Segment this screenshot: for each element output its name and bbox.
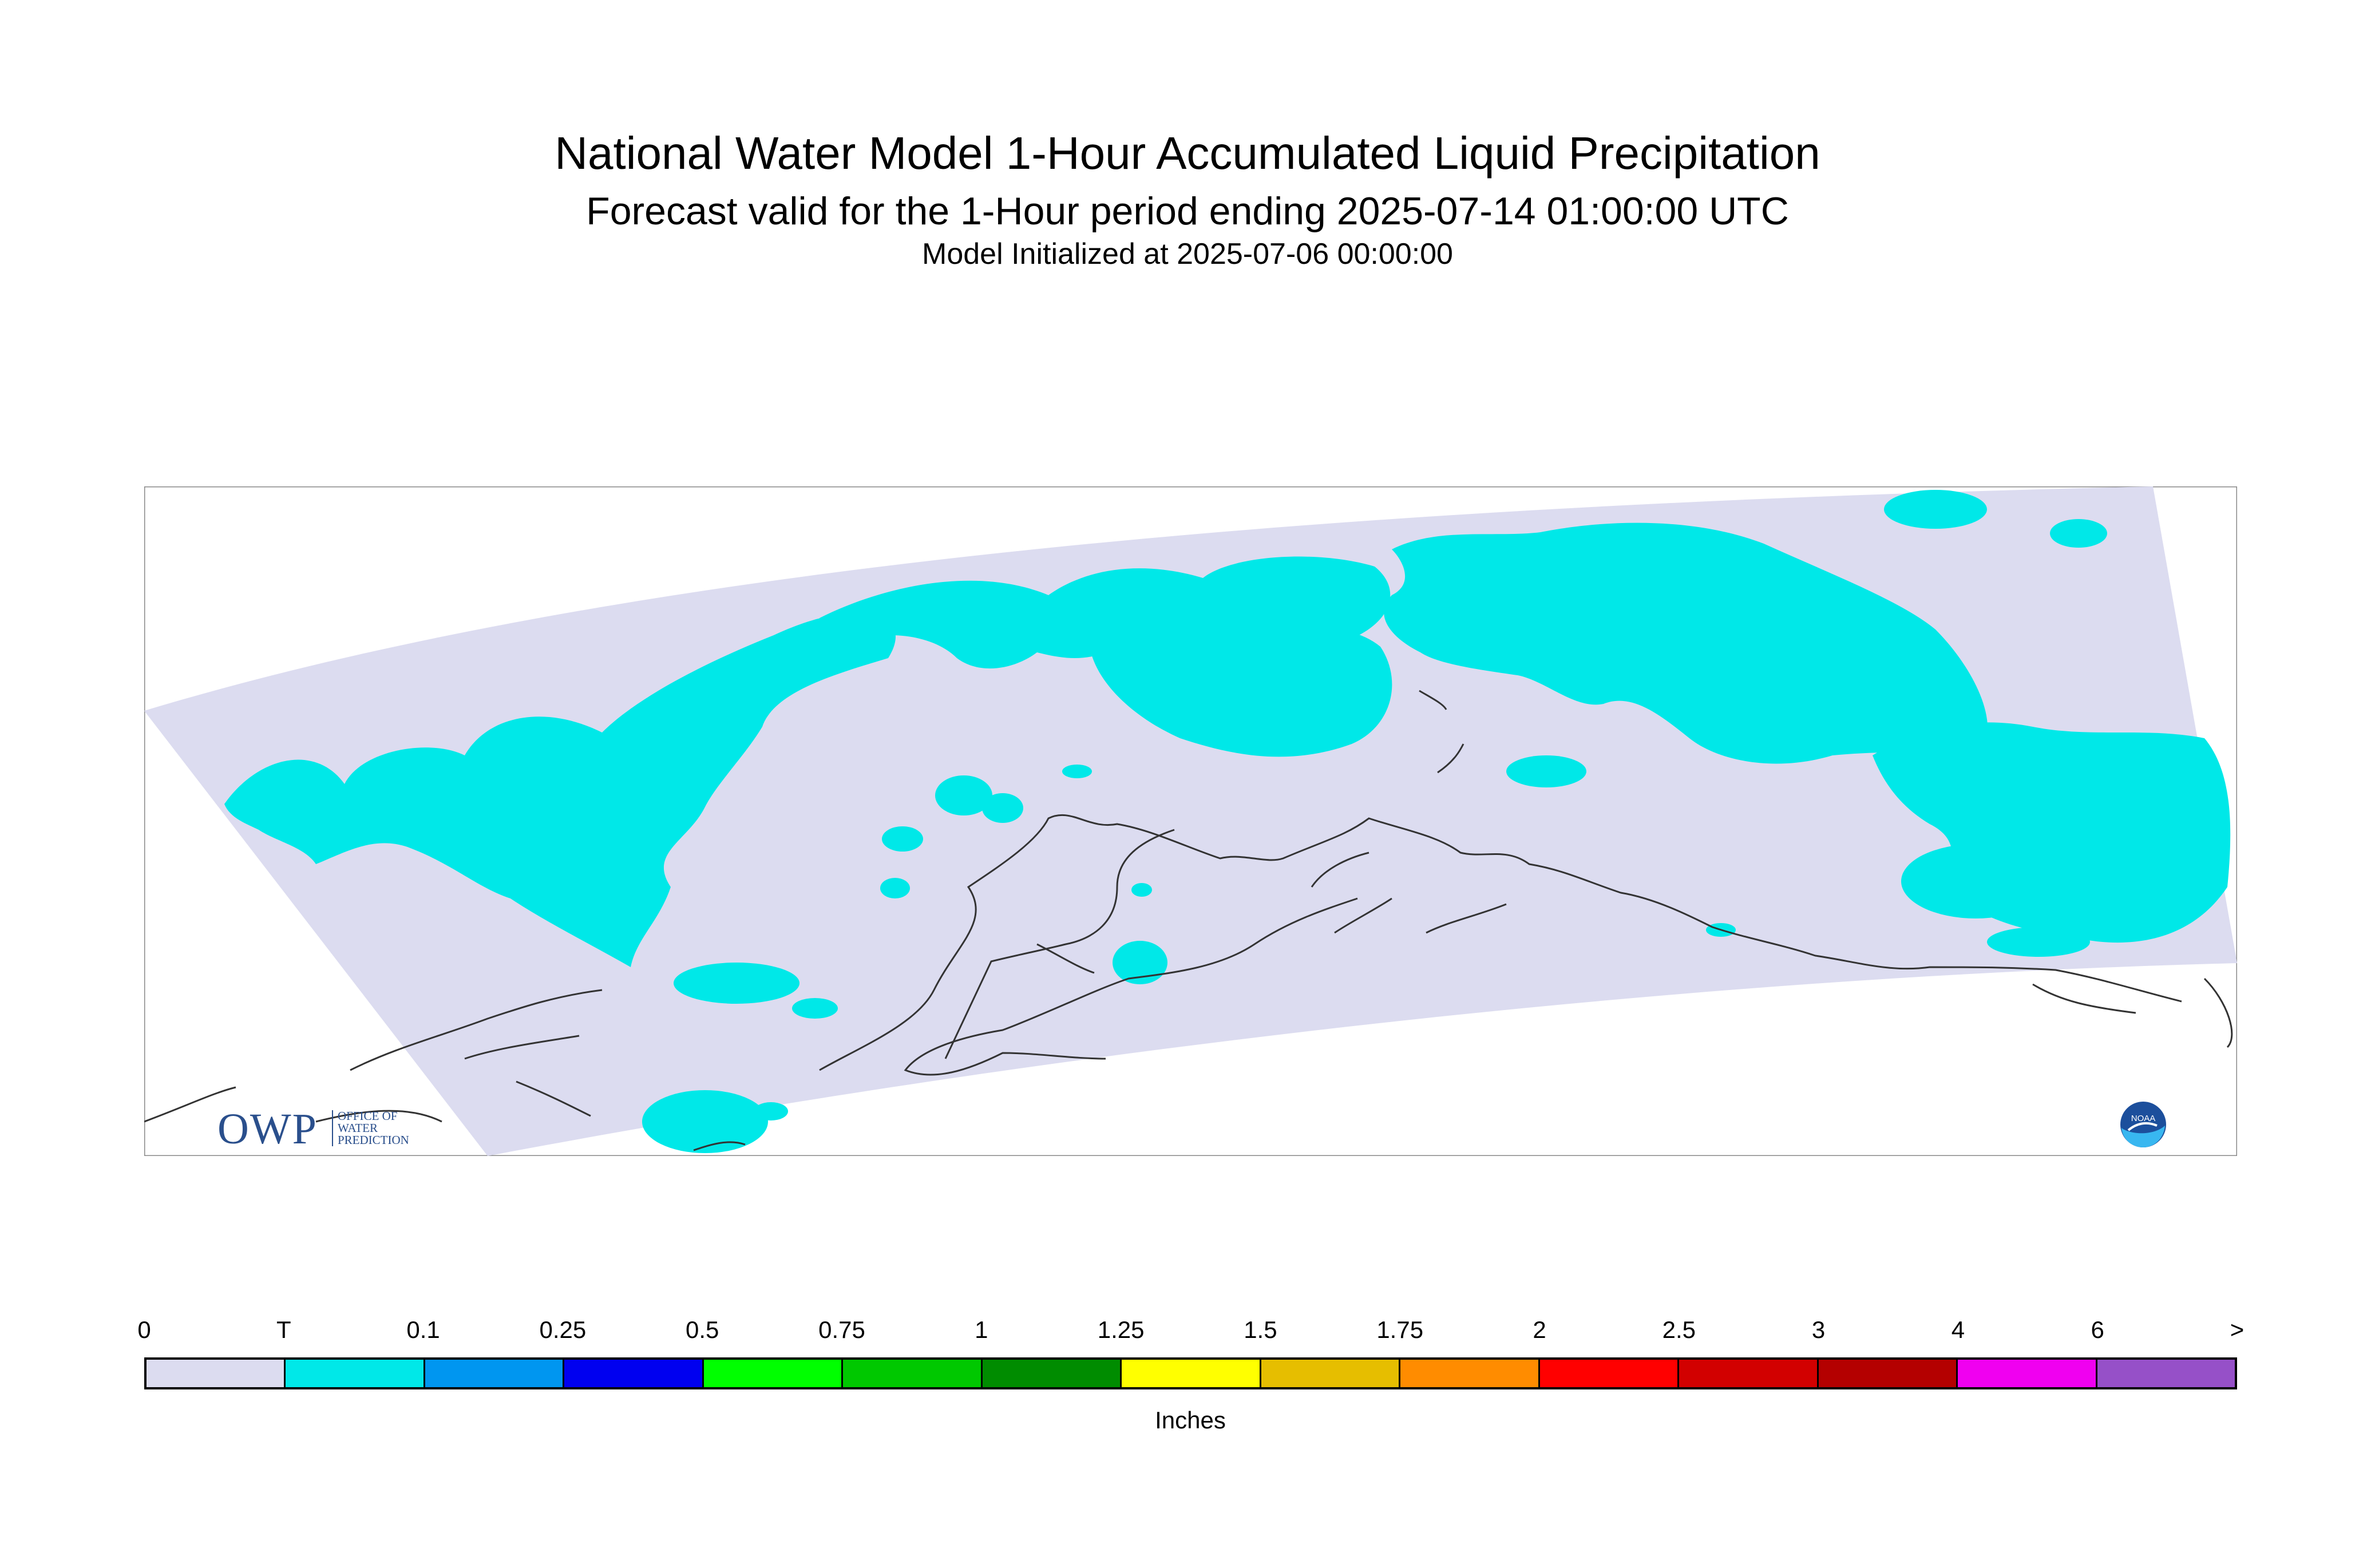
precip-area-isolated	[792, 998, 838, 1019]
colorbar-tick-label: 0	[137, 1316, 151, 1343]
colorbar-tick-label: 1.25	[1097, 1316, 1145, 1343]
precipitation-map	[144, 486, 2237, 1156]
precip-area-isolated	[1884, 490, 1987, 529]
colorbar-tick-label: >	[2230, 1316, 2245, 1343]
precip-area-isolated	[1113, 941, 1167, 984]
colorbar-tick-label: 0.1	[406, 1316, 440, 1343]
coastline-north-island	[1419, 690, 1464, 774]
precip-area-isolated	[882, 826, 923, 852]
coastline-inner	[944, 829, 1175, 1059]
noaa-logo: NOAA	[2120, 1102, 2166, 1147]
colorbar-swatch	[425, 1360, 565, 1387]
colorbar-tick-label: 1.5	[1244, 1316, 1277, 1343]
colorbar-tick-label: T	[276, 1316, 291, 1343]
colorbar-tick-label: 0.5	[685, 1316, 719, 1343]
colorbar-tick-label: 2	[1533, 1316, 1546, 1343]
colorbar-swatch	[1122, 1360, 1261, 1387]
precip-area-isolated	[2050, 519, 2107, 548]
coastline-southwest	[144, 1080, 746, 1151]
colorbar-tick-label: 0.75	[818, 1316, 865, 1343]
precip-area-isolated	[754, 1102, 788, 1120]
colorbar-swatch	[1261, 1360, 1401, 1387]
colorbar-swatch	[843, 1360, 983, 1387]
colorbar-swatch	[147, 1360, 286, 1387]
precip-area-isolated	[1987, 927, 2090, 957]
precip-area-isolated	[1506, 755, 1586, 787]
precip-area-northeast	[1384, 522, 1988, 764]
colorbar-units: Inches	[1155, 1407, 1226, 1434]
precip-areas	[224, 490, 2231, 1153]
colorbar-swatch	[286, 1360, 425, 1387]
colorbar-swatch	[1818, 1360, 1958, 1387]
map-subtitle: Forecast valid for the 1-Hour period end…	[586, 189, 1789, 233]
model-init-line: Model Initialized at 2025-07-06 00:00:00	[922, 237, 1453, 271]
precip-area-isolated	[880, 878, 910, 898]
colorbar-swatch	[1400, 1360, 1540, 1387]
precip-area-isolated	[674, 963, 799, 1004]
precip-area-east-small	[1901, 844, 2050, 918]
coastline-peninsula	[904, 897, 1358, 1076]
colorbar-tick-label: 1	[975, 1316, 988, 1343]
colorbar-swatch	[1539, 1360, 1680, 1387]
map-title: National Water Model 1-Hour Accumulated …	[555, 128, 1820, 179]
coastline-far-east	[2032, 977, 2233, 1048]
colorbar-swatch	[1679, 1360, 1819, 1387]
colorbar-swatch	[564, 1360, 704, 1387]
coastlines	[144, 690, 2233, 1151]
precip-area-isolated	[1131, 883, 1152, 897]
svg-text:NOAA: NOAA	[2131, 1114, 2156, 1123]
colorbar-tick-label: 0.25	[539, 1316, 587, 1343]
precip-area-isolated	[1062, 765, 1092, 778]
colorbar-tick-label: 1.75	[1376, 1316, 1424, 1343]
colorbar	[144, 1357, 2237, 1389]
colorbar-swatch	[703, 1360, 844, 1387]
colorbar-swatch	[2097, 1360, 2235, 1387]
coastline-mainland	[819, 814, 2182, 1071]
precip-area-isolated	[982, 793, 1023, 823]
precip-area-central	[1088, 607, 1392, 757]
owp-logo-text: OFFICE OF WATER PREDICTION	[332, 1110, 409, 1146]
owp-logo-mark: OWP	[217, 1105, 318, 1153]
colorbar-swatch	[982, 1360, 1122, 1387]
colorbar-swatch	[1958, 1360, 2097, 1387]
colorbar-tick-label: 6	[2091, 1316, 2104, 1343]
colorbar-tick-label: 4	[1951, 1316, 1965, 1343]
precip-area-southwest	[642, 1090, 768, 1153]
precip-area-west	[224, 612, 896, 967]
precip-area-isolated	[935, 775, 992, 815]
colorbar-tick-label: 3	[1811, 1316, 1826, 1343]
coastline-island-chain	[1311, 852, 1507, 934]
colorbar-tick-label: 2.5	[1662, 1316, 1696, 1343]
